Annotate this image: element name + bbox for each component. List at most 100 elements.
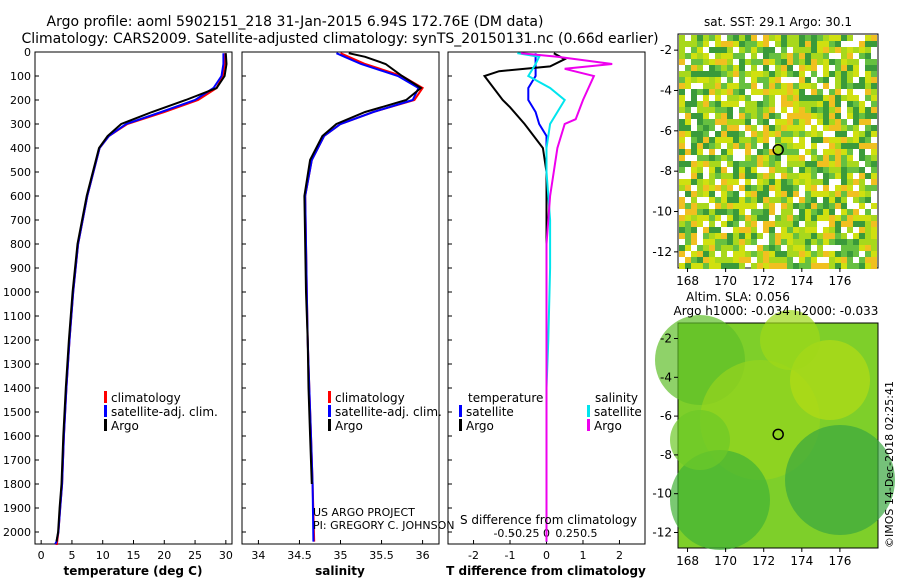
sst-cell xyxy=(691,47,697,53)
sst-cell xyxy=(685,221,691,227)
sst-cell xyxy=(691,203,697,209)
legend-s-satellite: satellite xyxy=(594,405,642,419)
sst-cell xyxy=(853,143,859,149)
sst-cell xyxy=(709,245,715,251)
sst-cell xyxy=(865,155,871,161)
salinity-xtick-label: 34.5 xyxy=(287,549,312,562)
sst-cell xyxy=(691,89,697,95)
sst-cell xyxy=(847,251,853,257)
sst-cell xyxy=(709,119,715,125)
sst-cell xyxy=(709,239,715,245)
sst-cell xyxy=(739,131,745,137)
sst-cell xyxy=(757,185,763,191)
sst-cell xyxy=(805,215,811,221)
sst-cell xyxy=(709,191,715,197)
sst-cell xyxy=(817,239,823,245)
sst-cell xyxy=(853,131,859,137)
s-difference-title: S difference from climatology xyxy=(460,513,637,527)
sst-cell xyxy=(865,35,871,41)
sst-cell xyxy=(745,83,751,89)
sst-cell xyxy=(721,185,727,191)
sst-cell xyxy=(721,59,727,65)
sst-cell xyxy=(739,233,745,239)
sst-cell xyxy=(751,113,757,119)
legend-swatch-t-satellite xyxy=(459,405,462,417)
sst-cell xyxy=(769,221,775,227)
sst-cell xyxy=(811,191,817,197)
sst-cell xyxy=(841,149,847,155)
sst-cell xyxy=(835,77,841,83)
sst-cell xyxy=(745,179,751,185)
sst-cell xyxy=(853,101,859,107)
sst-cell xyxy=(679,47,685,53)
sst-cell xyxy=(775,35,781,41)
depth-tick-label: 400 xyxy=(10,142,31,155)
sst-cell xyxy=(763,77,769,83)
legend-swatch-argo xyxy=(328,419,331,431)
sst-cell xyxy=(793,107,799,113)
sst-cell xyxy=(739,215,745,221)
sst-cell xyxy=(793,41,799,47)
sla-map xyxy=(655,310,895,550)
sst-cell xyxy=(805,41,811,47)
sst-cell xyxy=(799,131,805,137)
sst-cell xyxy=(841,209,847,215)
sst-cell xyxy=(727,239,733,245)
sst-cell xyxy=(739,53,745,59)
sst-cell xyxy=(799,161,805,167)
difference-xtick-label: -2 xyxy=(468,549,479,562)
legend-satellite-adj: satellite-adj. clim. xyxy=(111,405,218,419)
sst-cell xyxy=(823,233,829,239)
sst-cell xyxy=(769,185,775,191)
depth-tick-label: 200 xyxy=(10,94,31,107)
sst-cell xyxy=(703,257,709,263)
sst-cell xyxy=(805,221,811,227)
sst-cell xyxy=(721,233,727,239)
sst-cell xyxy=(853,209,859,215)
sst-cell xyxy=(697,125,703,131)
sst-cell xyxy=(751,59,757,65)
sst-cell xyxy=(709,125,715,131)
sst-cell xyxy=(775,155,781,161)
sst-cell xyxy=(853,83,859,89)
salinity-legend: climatology satellite-adj. clim. Argo US… xyxy=(313,391,454,532)
sst-cell xyxy=(781,227,787,233)
sst-cell xyxy=(823,173,829,179)
sst-cell xyxy=(691,35,697,41)
sst-cell xyxy=(727,197,733,203)
legend-swatch-s-argo xyxy=(587,419,590,431)
sst-cell xyxy=(679,83,685,89)
sst-cell xyxy=(763,137,769,143)
sst-cell xyxy=(859,263,865,269)
legend-swatch-argo xyxy=(104,419,107,431)
sst-cell xyxy=(853,191,859,197)
sst-cell xyxy=(847,71,853,77)
sst-cell xyxy=(709,83,715,89)
sst-cell xyxy=(769,35,775,41)
sst-cell xyxy=(793,245,799,251)
sst-cell xyxy=(775,197,781,203)
sst-cell xyxy=(745,185,751,191)
sst-cell xyxy=(751,161,757,167)
sst-cell xyxy=(721,101,727,107)
sst-cell xyxy=(751,101,757,107)
sst-cell xyxy=(733,35,739,41)
sst-cell xyxy=(709,263,715,269)
sst-cell xyxy=(697,257,703,263)
sst-cell xyxy=(763,185,769,191)
sst-cell xyxy=(757,101,763,107)
sst-cell xyxy=(685,131,691,137)
sst-cell xyxy=(757,59,763,65)
sst-cell xyxy=(871,131,877,137)
sst-cell xyxy=(865,77,871,83)
sst-cell xyxy=(745,107,751,113)
sst-cell xyxy=(799,245,805,251)
sst-cell xyxy=(751,155,757,161)
difference-xlabel: T difference from climatology xyxy=(446,564,646,578)
depth-tick-label: 1100 xyxy=(3,310,31,323)
sst-cell xyxy=(763,53,769,59)
depth-tick-label: 1400 xyxy=(3,382,31,395)
sst-cell xyxy=(745,203,751,209)
sst-cell xyxy=(781,203,787,209)
sst-cell xyxy=(775,77,781,83)
